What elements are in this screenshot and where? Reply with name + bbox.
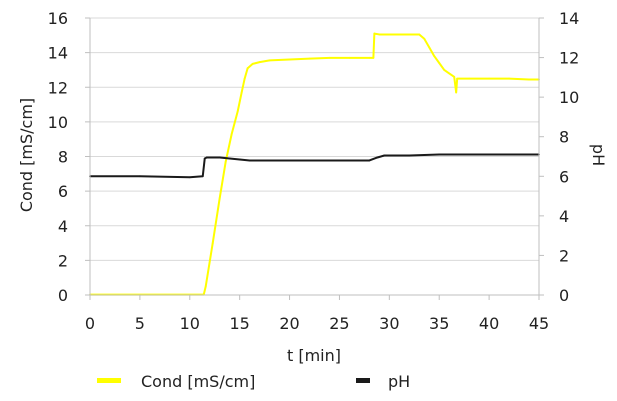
x-tick-label-20: 20 [279, 314, 299, 333]
data-point-cond-11 [251, 62, 254, 65]
y-right-tick-label-8: 8 [559, 128, 569, 147]
data-point-ph-7 [228, 157, 231, 160]
data-point-cond-35 [488, 77, 491, 80]
data-point-ph-5 [205, 156, 208, 159]
data-point-cond-20 [373, 32, 376, 35]
x-axis-title: t [min] [287, 346, 341, 365]
data-point-cond-24 [423, 37, 426, 40]
data-point-cond-3 [211, 242, 214, 244]
legend-swatch-cond [97, 378, 121, 383]
data-point-ph-8 [238, 158, 241, 161]
data-point-ph-13 [368, 159, 371, 162]
data-point-cond-31 [455, 91, 458, 94]
y-left-tick-label-6: 6 [58, 182, 68, 201]
data-point-ph-19 [488, 153, 491, 156]
data-point-ph-14 [376, 156, 379, 159]
x-tick-label-0: 0 [85, 314, 95, 333]
data-point-ph-16 [388, 154, 391, 157]
x-tick-label-5: 5 [135, 314, 145, 333]
x-tick-label-40: 40 [479, 314, 499, 333]
data-point-cond-28 [443, 69, 446, 71]
y-right-tick-label-12: 12 [559, 49, 579, 68]
data-point-cond-16 [328, 56, 331, 59]
data-point-cond-12 [258, 61, 261, 64]
y-left-tick-label-10: 10 [48, 113, 68, 132]
x-tick-label-35: 35 [429, 314, 449, 333]
data-point-cond-37 [528, 78, 530, 81]
x-tick-label-30: 30 [379, 314, 399, 333]
data-point-cond-29 [448, 72, 451, 75]
grid-layer [90, 17, 539, 261]
y-right-tick-label-0: 0 [559, 286, 569, 305]
y-left-tick-label-2: 2 [58, 251, 68, 270]
axes-layer: 0 5 10 15 20 25 30 35 40 45 0 2 4 6 8 10 12 14 16 0 2 4 6 8 10 12… [48, 9, 580, 333]
y-left-tick-label-12: 12 [48, 78, 68, 97]
data-point-ph-17 [408, 154, 411, 157]
data-point-cond-9 [243, 77, 246, 80]
data-point-cond-26 [433, 55, 436, 57]
data-point-cond-21 [378, 33, 381, 36]
data-point-ph-10 [268, 159, 271, 162]
data-point-cond-13 [268, 59, 271, 62]
x-tick-label-45: 45 [529, 314, 549, 333]
data-point-cond-36 [508, 77, 510, 80]
y-left-axis-title: Cond [mS/cm] [17, 98, 36, 212]
data-point-ph-11 [288, 159, 291, 162]
y-right-tick-label-6: 6 [559, 167, 569, 186]
data-point-cond-32 [456, 77, 459, 80]
data-point-cond-14 [288, 58, 291, 61]
data-point-cond-2 [204, 285, 207, 288]
data-point-cond-10 [246, 67, 249, 70]
x-tick-label-25: 25 [329, 314, 349, 333]
data-point-ph-12 [338, 159, 341, 162]
legend-label-ph: pH [388, 372, 410, 391]
data-point-cond-19 [372, 56, 375, 59]
data-point-cond-22 [398, 33, 401, 36]
legend-swatch-ph [356, 378, 370, 383]
data-point-cond-27 [438, 62, 441, 64]
data-point-cond-15 [308, 57, 311, 60]
data-point-cond-25 [428, 46, 431, 49]
series-layer [89, 32, 540, 296]
data-point-cond-7 [236, 110, 239, 113]
data-point-ph-15 [383, 154, 386, 157]
y-left-tick-label-4: 4 [58, 217, 68, 236]
data-point-cond-4 [218, 197, 221, 199]
y-right-tick-label-2: 2 [559, 246, 569, 265]
data-point-cond-33 [458, 77, 461, 80]
data-point-ph-3 [201, 175, 204, 178]
x-tick-label-15: 15 [229, 314, 249, 333]
data-point-cond-6 [230, 133, 233, 135]
series-line-ph [90, 153, 539, 179]
data-point-cond-17 [348, 56, 351, 59]
legend: Cond [mS/cm] pH [97, 372, 410, 391]
data-point-ph-9 [248, 159, 251, 162]
x-tick-label-10: 10 [180, 314, 200, 333]
data-point-cond-18 [368, 56, 371, 59]
data-point-cond-30 [453, 75, 456, 78]
data-point-ph-2 [188, 176, 191, 179]
data-point-cond-8 [240, 91, 243, 94]
y-right-tick-label-14: 14 [559, 9, 579, 28]
y-left-tick-label-16: 16 [48, 9, 68, 28]
data-point-ph-4 [203, 157, 206, 160]
y-right-tick-label-4: 4 [559, 207, 569, 226]
data-point-ph-1 [138, 175, 141, 178]
series-line-cond [90, 32, 539, 296]
y-right-tick-label-10: 10 [559, 88, 579, 107]
y-left-tick-label-0: 0 [58, 286, 68, 305]
data-point-cond-34 [468, 77, 471, 80]
data-point-cond-5 [224, 160, 227, 163]
data-point-cond-23 [418, 33, 421, 36]
data-point-ph-18 [438, 153, 441, 156]
y-right-axis-title: pH [589, 144, 608, 166]
data-point-ph-6 [218, 156, 221, 159]
y-left-tick-label-8: 8 [58, 148, 68, 167]
y-left-tick-label-14: 14 [48, 44, 68, 63]
legend-label-cond: Cond [mS/cm] [141, 372, 255, 391]
